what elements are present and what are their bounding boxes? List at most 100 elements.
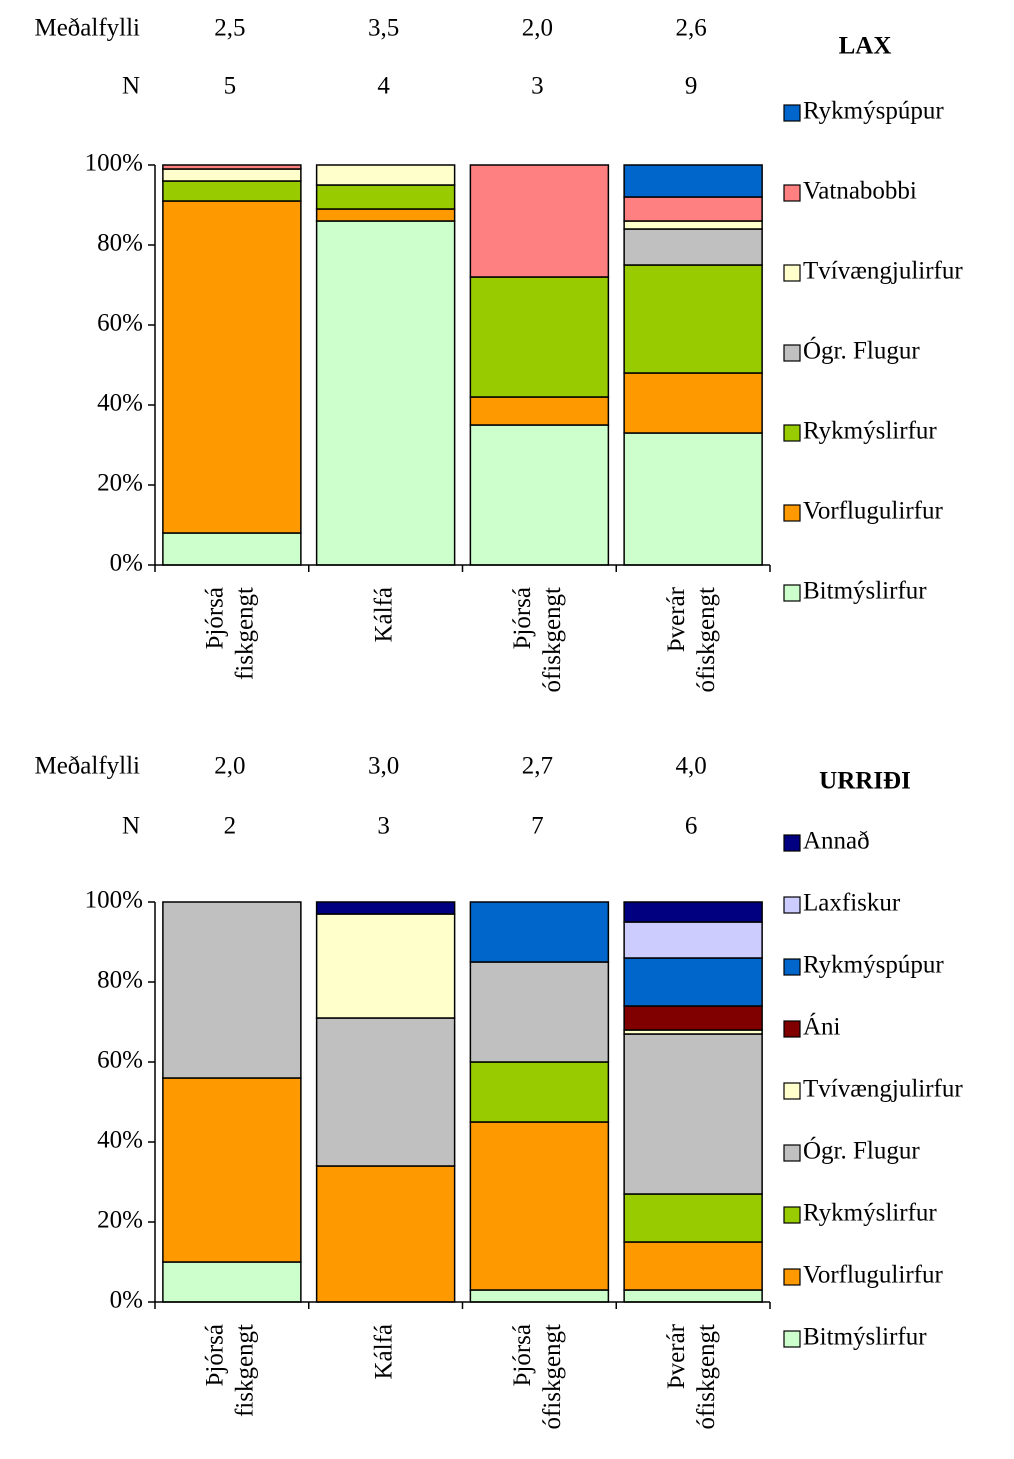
bar-segment <box>623 228 763 266</box>
bar-segment <box>162 1261 302 1303</box>
chart-title: LAX <box>839 33 892 60</box>
header-value: 2,0 <box>522 15 553 42</box>
bar-segment <box>162 1077 302 1263</box>
legend-swatch <box>783 1082 801 1100</box>
legend-label: Rykmýspúpur <box>803 98 944 125</box>
bar-segment <box>315 1165 456 1303</box>
bar-segment <box>162 532 302 566</box>
bar-segment <box>623 1193 763 1243</box>
bar-segment <box>623 921 763 959</box>
legend-label: Tvívængjulirfur <box>803 1076 963 1103</box>
bar-segment <box>162 180 302 202</box>
header-value: 3 <box>377 813 390 840</box>
x-tick-label: Þjórsá <box>202 1324 229 1387</box>
bar-segment <box>469 164 610 278</box>
legend-label: Ógr. Flugur <box>803 1137 920 1165</box>
y-tick-label: 60% <box>97 310 143 337</box>
bar-segment <box>623 1241 763 1291</box>
x-tick-label: Þjórsá <box>509 587 536 650</box>
header-value: 5 <box>224 73 237 100</box>
legend-swatch <box>783 424 801 442</box>
bar-segment <box>623 220 763 230</box>
header-value: 3,0 <box>368 753 399 780</box>
bar-segment <box>623 164 763 198</box>
legend-swatch <box>783 896 801 914</box>
legend-label: Áni <box>803 1013 841 1041</box>
legend-label: Rykmýspúpur <box>803 952 944 979</box>
legend-label: Tvívængjulirfur <box>803 258 963 285</box>
legend-label: Ógr. Flugur <box>803 337 920 365</box>
x-tick-label: Kálfá <box>370 1324 397 1380</box>
x-tick-label: Þjórsá <box>509 1324 536 1387</box>
bar-segment <box>469 961 610 1063</box>
x-tick-label: ófiskgengt <box>693 1324 720 1430</box>
header-label: Meðalfylli <box>34 753 140 780</box>
bar-segment <box>469 276 610 398</box>
legend-swatch <box>783 1020 801 1038</box>
bar-segment <box>469 1121 610 1291</box>
legend-swatch <box>783 1206 801 1224</box>
y-tick-label: 0% <box>110 1287 143 1314</box>
y-tick-label: 0% <box>110 550 143 577</box>
header-value: 3,5 <box>368 15 399 42</box>
header-value: 9 <box>685 73 698 100</box>
x-tick-label: Þverár <box>663 586 690 652</box>
legend-swatch <box>783 504 801 522</box>
header-value: 2,0 <box>214 753 245 780</box>
y-tick-label: 40% <box>97 390 143 417</box>
bar-segment <box>315 164 456 186</box>
legend-swatch <box>783 1144 801 1162</box>
header-label: N <box>122 813 140 840</box>
legend-swatch <box>783 184 801 202</box>
bar-segment <box>623 957 763 1007</box>
bar-segment <box>162 901 302 1079</box>
bar-segment <box>469 1061 610 1123</box>
bar-segment <box>315 913 456 1019</box>
legend-swatch <box>783 584 801 602</box>
bar-segment <box>162 164 302 170</box>
x-tick-label: ófiskgengt <box>539 587 566 693</box>
header-value: 7 <box>531 813 544 840</box>
legend-swatch <box>783 958 801 976</box>
x-tick-label: Þverár <box>663 1323 690 1389</box>
y-tick-label: 20% <box>97 470 143 497</box>
header-label: N <box>122 73 140 100</box>
legend-label: Vorflugulirfur <box>803 1262 943 1289</box>
header-value: 2,6 <box>676 15 707 42</box>
x-tick-label: ófiskgengt <box>693 587 720 693</box>
y-tick-label: 80% <box>97 230 143 257</box>
bar-segment <box>623 372 763 434</box>
x-tick-label: fiskgengt <box>232 1324 259 1417</box>
x-tick-label: Þjórsá <box>202 587 229 650</box>
legend-label: Annað <box>803 828 870 855</box>
bar-segment <box>315 901 456 915</box>
legend-swatch <box>783 104 801 122</box>
legend-swatch <box>783 264 801 282</box>
header-value: 2,7 <box>522 753 553 780</box>
x-tick-label: Kálfá <box>370 587 397 643</box>
header-value: 2,5 <box>214 15 245 42</box>
x-tick-label: ófiskgengt <box>539 1324 566 1430</box>
header-value: 6 <box>685 813 698 840</box>
header-value: 3 <box>531 73 544 100</box>
legend-label: Bitmýslirfur <box>803 578 927 605</box>
bar-segment <box>162 168 302 182</box>
bar-segment <box>162 200 302 534</box>
header-value: 4,0 <box>676 753 707 780</box>
bar-segment <box>623 1289 763 1303</box>
bar-segment <box>315 184 456 210</box>
legend-swatch <box>783 834 801 852</box>
header-value: 4 <box>377 73 390 100</box>
bar-segment <box>469 901 610 963</box>
bar-segment <box>623 1005 763 1031</box>
header-label: Meðalfylli <box>34 15 140 42</box>
legend-label: Rykmýslirfur <box>803 1200 937 1227</box>
legend-swatch <box>783 1330 801 1348</box>
chart-title: URRIÐI <box>819 768 911 795</box>
legend-swatch <box>783 344 801 362</box>
y-tick-label: 100% <box>85 887 143 914</box>
header-value: 2 <box>224 813 237 840</box>
